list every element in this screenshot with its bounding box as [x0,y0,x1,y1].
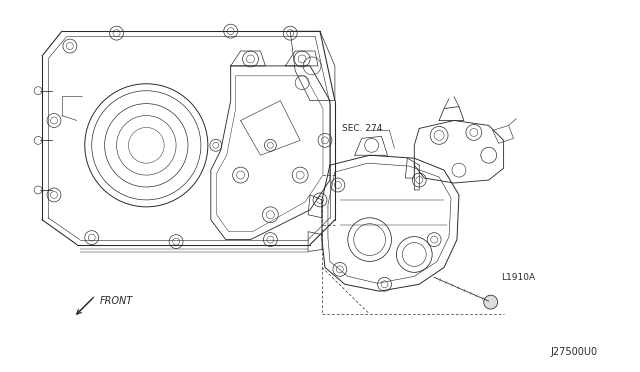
Circle shape [484,295,498,309]
Text: SEC. 274: SEC. 274 [342,124,382,133]
Text: J27500U0: J27500U0 [551,347,598,357]
Text: L1910A: L1910A [500,273,535,282]
Text: FRONT: FRONT [100,296,133,306]
